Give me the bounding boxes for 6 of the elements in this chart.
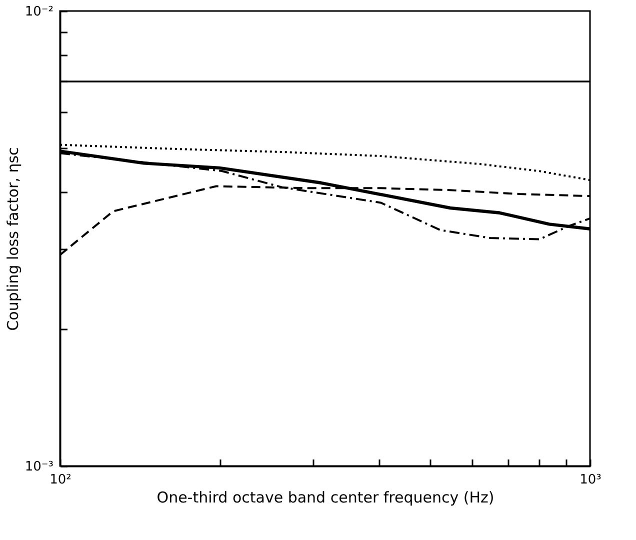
x-tick-label: 10³ <box>580 472 602 488</box>
x-axis-title: One-third octave band center frequency (Hz) <box>156 488 494 506</box>
y-axis-title: Coupling loss factor, ηsc <box>4 147 22 331</box>
y-tick-label: 10⁻³ <box>24 460 54 474</box>
x-tick-label: 10² <box>50 472 72 488</box>
y-tick-label: 10⁻² <box>24 4 54 20</box>
